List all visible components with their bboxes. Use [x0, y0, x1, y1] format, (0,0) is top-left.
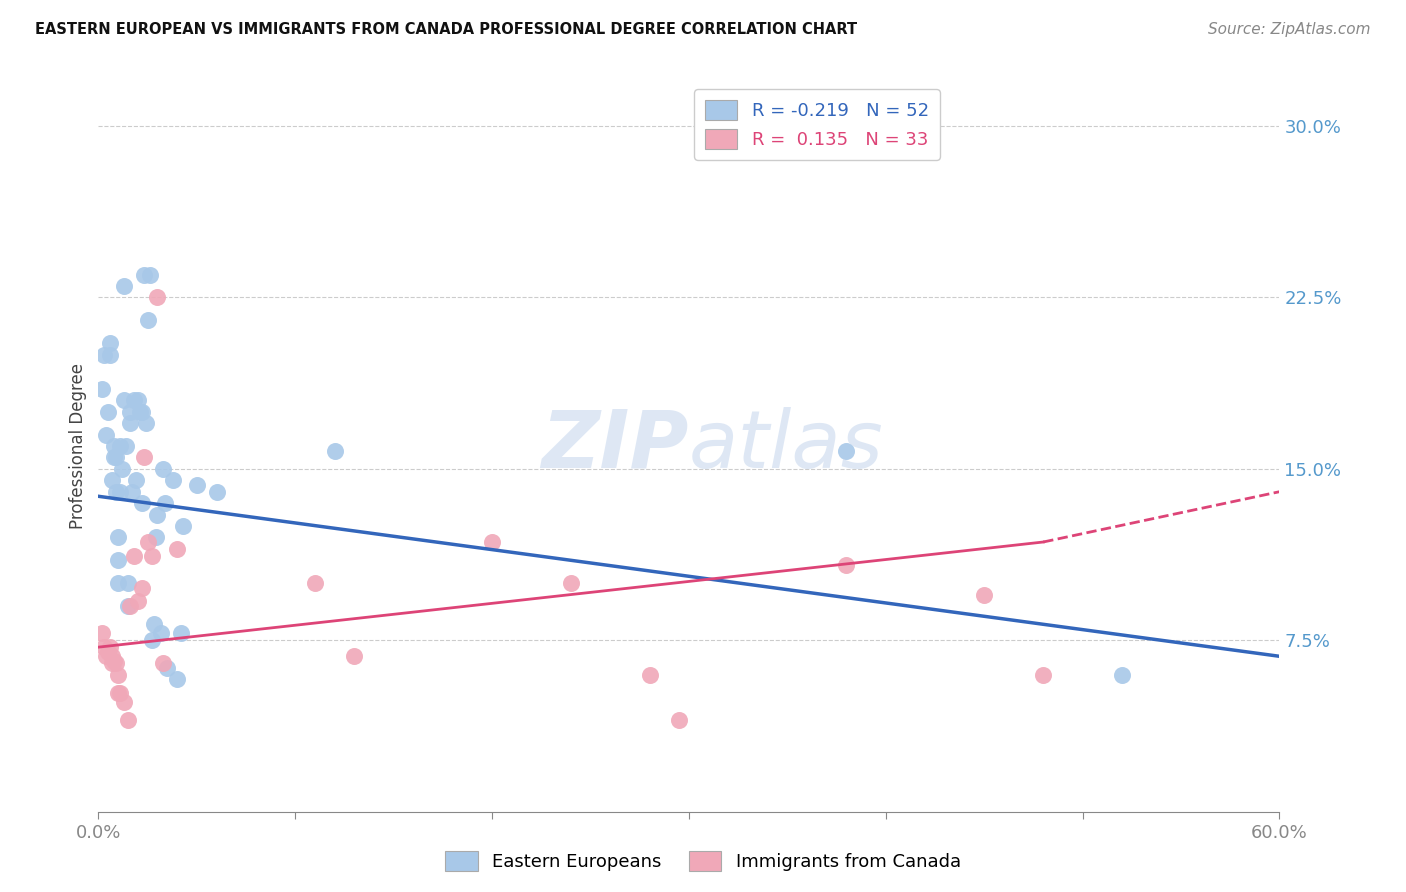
Point — [103, 450, 125, 465]
Point — [122, 393, 145, 408]
Point — [101, 656, 124, 670]
Point — [835, 558, 858, 572]
Point — [117, 599, 139, 613]
Point — [91, 626, 114, 640]
Point — [108, 439, 131, 453]
Point — [1032, 667, 1054, 681]
Point — [118, 405, 141, 419]
Point — [127, 393, 149, 408]
Point — [125, 473, 148, 487]
Point — [118, 599, 141, 613]
Point — [96, 427, 118, 442]
Point — [138, 268, 160, 282]
Point — [91, 382, 114, 396]
Point — [145, 530, 167, 544]
Point — [117, 714, 139, 728]
Point — [131, 581, 153, 595]
Point — [835, 443, 858, 458]
Point — [101, 649, 124, 664]
Point — [304, 576, 326, 591]
Point — [127, 594, 149, 608]
Point — [142, 617, 165, 632]
Point — [112, 695, 135, 709]
Point — [97, 645, 120, 659]
Point — [96, 649, 118, 664]
Point — [105, 450, 128, 465]
Point — [156, 661, 179, 675]
Point — [97, 405, 120, 419]
Point — [105, 656, 128, 670]
Point — [152, 462, 174, 476]
Point — [132, 268, 155, 282]
Point — [117, 576, 139, 591]
Legend: R = -0.219   N = 52, R =  0.135   N = 33: R = -0.219 N = 52, R = 0.135 N = 33 — [695, 89, 939, 160]
Point — [323, 443, 346, 458]
Point — [107, 667, 129, 681]
Point — [112, 393, 135, 408]
Point — [93, 347, 115, 362]
Point — [103, 439, 125, 453]
Point — [108, 686, 131, 700]
Point — [112, 279, 135, 293]
Point — [973, 588, 995, 602]
Point — [107, 686, 129, 700]
Legend: Eastern Europeans, Immigrants from Canada: Eastern Europeans, Immigrants from Canad… — [439, 844, 967, 879]
Point — [107, 576, 129, 591]
Point — [141, 633, 163, 648]
Point — [132, 450, 155, 465]
Point — [118, 416, 141, 430]
Point — [108, 484, 131, 499]
Point — [166, 672, 188, 686]
Point — [146, 290, 169, 304]
Point — [166, 541, 188, 556]
Point — [122, 549, 145, 563]
Text: ZIP: ZIP — [541, 407, 689, 485]
Point — [135, 416, 157, 430]
Point — [152, 656, 174, 670]
Point — [128, 405, 150, 419]
Point — [205, 484, 228, 499]
Point — [107, 553, 129, 567]
Point — [162, 473, 184, 487]
Point — [150, 626, 173, 640]
Point — [638, 667, 661, 681]
Point — [103, 654, 125, 668]
Point — [136, 313, 159, 327]
Y-axis label: Professional Degree: Professional Degree — [69, 363, 87, 529]
Point — [98, 640, 121, 655]
Point — [560, 576, 582, 591]
Point — [121, 484, 143, 499]
Text: atlas: atlas — [689, 407, 884, 485]
Point — [343, 649, 366, 664]
Point — [170, 626, 193, 640]
Point — [146, 508, 169, 522]
Text: Source: ZipAtlas.com: Source: ZipAtlas.com — [1208, 22, 1371, 37]
Point — [131, 496, 153, 510]
Point — [1111, 667, 1133, 681]
Point — [186, 478, 208, 492]
Point — [111, 462, 134, 476]
Point — [98, 347, 121, 362]
Point — [93, 640, 115, 655]
Point — [115, 439, 138, 453]
Point — [481, 535, 503, 549]
Point — [668, 714, 690, 728]
Point — [107, 530, 129, 544]
Point — [105, 484, 128, 499]
Point — [155, 496, 177, 510]
Point — [136, 535, 159, 549]
Point — [172, 519, 194, 533]
Text: EASTERN EUROPEAN VS IMMIGRANTS FROM CANADA PROFESSIONAL DEGREE CORRELATION CHART: EASTERN EUROPEAN VS IMMIGRANTS FROM CANA… — [35, 22, 858, 37]
Point — [131, 405, 153, 419]
Point — [98, 336, 121, 351]
Point — [141, 549, 163, 563]
Point — [101, 473, 124, 487]
